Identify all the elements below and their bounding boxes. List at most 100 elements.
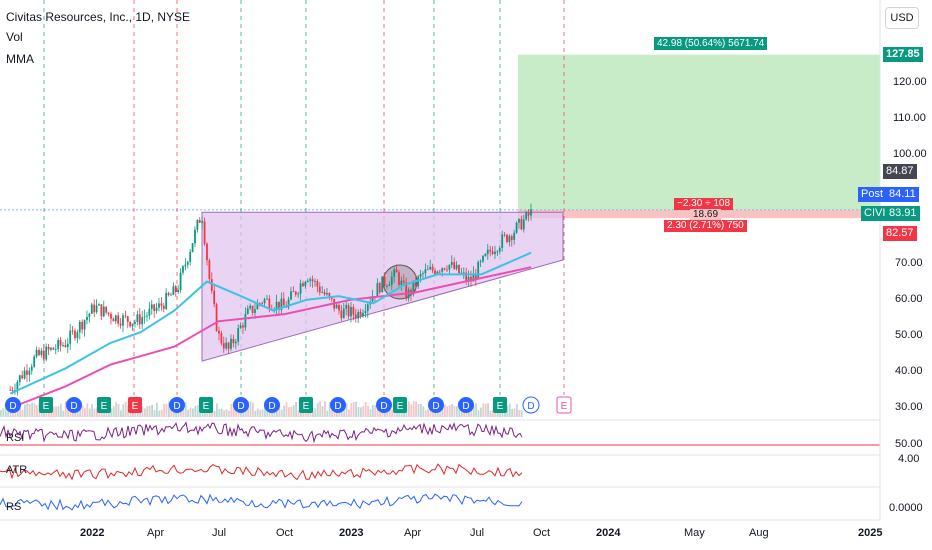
candle-body — [294, 291, 297, 295]
last-price-tag: 83.91 — [886, 206, 920, 221]
earnings-marker — [556, 396, 572, 414]
volume-bar — [302, 409, 305, 417]
currency-button[interactable]: USD — [885, 7, 919, 29]
volume-bar — [88, 408, 91, 417]
atr-axis-label: 4.00 — [898, 453, 920, 465]
candle-body — [162, 305, 165, 309]
volume-bar — [170, 406, 173, 417]
volume-bar — [292, 405, 295, 417]
symbol-title[interactable]: Civitas Resources, Inc., 1D, NYSE — [6, 10, 191, 24]
volume-bar — [141, 406, 144, 417]
candle-body — [434, 270, 436, 275]
candle-body — [213, 290, 216, 305]
volume-bar — [518, 409, 521, 417]
candle-body — [45, 346, 48, 360]
volume-bar — [86, 403, 89, 417]
candle-body — [525, 212, 528, 220]
candle-body — [501, 234, 504, 248]
candle-body — [78, 321, 81, 333]
volume-bar — [453, 406, 456, 417]
candle-body — [14, 389, 16, 391]
volume-bar — [374, 405, 377, 417]
volume-bar — [0, 410, 2, 417]
candle-body — [201, 221, 204, 223]
event-marker-label: D — [9, 401, 16, 412]
price-label: 40.00 — [895, 365, 923, 377]
candle-body — [518, 218, 520, 223]
candle-body — [414, 280, 417, 287]
event-marker-label: E — [43, 401, 50, 412]
time-label: 2025 — [858, 527, 883, 539]
candle-body — [208, 260, 211, 280]
volume-bar — [228, 410, 230, 417]
candle-body — [167, 292, 170, 296]
candle-body — [110, 313, 112, 319]
atr-line — [0, 463, 523, 481]
rs-pane-label[interactable]: RS — [6, 501, 22, 513]
candle-body — [254, 309, 256, 313]
candle-body — [251, 305, 254, 313]
position-target-label[interactable]: 42.98 (50.64%) 5671.74 — [654, 37, 768, 50]
volume-bar — [441, 403, 444, 417]
candle-body — [489, 249, 492, 252]
volume-bar — [381, 410, 384, 417]
volume-bar — [472, 406, 475, 417]
volume-bar — [364, 402, 367, 417]
candle-body — [90, 304, 93, 314]
rsi-pane-label[interactable]: RSI — [6, 432, 25, 444]
volume-bar — [456, 406, 458, 417]
candle-body — [474, 273, 477, 279]
candle-body — [47, 346, 50, 350]
candle-body — [292, 291, 295, 293]
volume-bar — [81, 405, 84, 417]
volume-bar — [2, 408, 5, 417]
candle-body — [280, 298, 283, 310]
candle-body — [328, 293, 331, 297]
volume-bar — [122, 404, 125, 417]
volume-bar — [259, 409, 261, 417]
position-stop-label[interactable]: 2.30 (2.71%) 750 — [664, 220, 747, 232]
volume-bar — [367, 406, 369, 417]
time-label: 2022 — [80, 527, 105, 539]
volume-bar — [192, 408, 194, 417]
candle-body — [311, 279, 314, 282]
candle-body — [453, 262, 456, 269]
atr-pane-label[interactable]: ATR — [6, 464, 28, 476]
candle-body — [422, 273, 424, 275]
price-label: 70.00 — [895, 257, 923, 269]
volume-bar — [352, 401, 355, 417]
mma-indicator-label[interactable]: MMA — [6, 52, 34, 66]
event-marker-label: D — [173, 401, 180, 412]
candle-body — [129, 321, 132, 327]
event-marker-label: D — [462, 401, 469, 412]
candle-body — [386, 286, 388, 287]
volume-bar — [21, 409, 24, 417]
candle-body — [122, 315, 124, 326]
candle-body — [40, 350, 43, 356]
volume-bar — [153, 410, 156, 417]
earnings-marker — [97, 397, 111, 413]
volume-bar — [148, 405, 151, 417]
volume-bar — [408, 401, 410, 417]
event-marker-label: E — [303, 401, 310, 412]
position-center-top[interactable]: −2.30 ÷ 108 — [674, 198, 734, 210]
volume-bar — [410, 404, 413, 417]
event-marker-label: E — [101, 401, 108, 412]
dividend-marker — [428, 397, 444, 413]
candle-body — [93, 304, 96, 313]
candle-body — [62, 344, 64, 346]
candle-body — [405, 282, 408, 299]
event-marker-label: E — [497, 401, 504, 412]
volume-bar — [225, 409, 228, 417]
candle-body — [28, 370, 31, 375]
dividend-marker — [330, 397, 346, 413]
event-marker-label: E — [397, 401, 404, 412]
candle-body — [290, 291, 292, 300]
dividend-marker — [264, 397, 280, 413]
target-price-tag: 127.85 — [883, 47, 923, 62]
volume-bar — [213, 410, 216, 417]
volume-bar — [196, 405, 199, 417]
dividend-marker — [169, 397, 185, 413]
volume-indicator-label[interactable]: Vol — [6, 30, 23, 44]
